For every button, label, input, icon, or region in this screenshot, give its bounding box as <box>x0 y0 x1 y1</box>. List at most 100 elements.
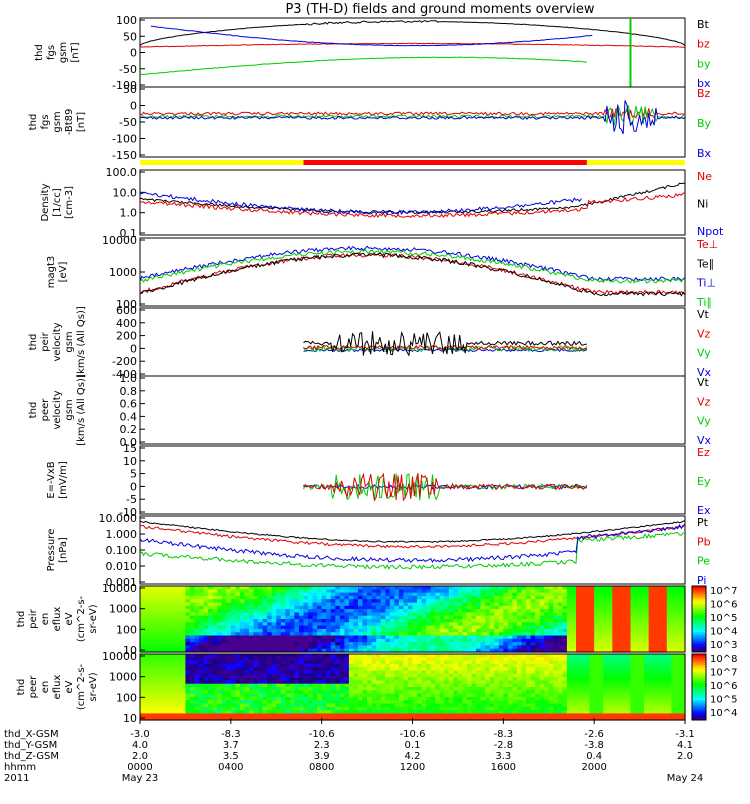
y-tick-label: 10000 <box>102 582 137 595</box>
legend-entry: Bx <box>697 147 712 160</box>
panel-frame <box>140 376 685 444</box>
y-tick-label: 0 <box>130 480 137 493</box>
y-axis-label: thd <box>28 402 39 419</box>
y-axis-label: magt3 <box>46 256 57 289</box>
legend-entry: Te⊥ <box>696 238 718 251</box>
trace-Vt <box>304 331 587 355</box>
y-axis-label: gsm <box>64 331 75 352</box>
colorbar-tick-label: 10^3 <box>710 640 737 651</box>
legend-entry: Vz <box>697 327 711 340</box>
legend-entry: Vt <box>697 376 710 389</box>
y-axis-label: peir <box>40 331 51 351</box>
y-axis-label: (cm^2-s- <box>76 595 87 642</box>
trace-Pi <box>140 524 685 562</box>
y-tick-label: 10.000 <box>99 512 138 525</box>
y-tick-label: 1000 <box>109 266 137 279</box>
legend-entry: bz <box>697 38 710 51</box>
y-axis-label: peer <box>40 398 51 422</box>
trace-Ti-perp <box>140 246 685 281</box>
y-axis-label: [nT] <box>76 112 87 132</box>
y-axis-label: [mV/m] <box>58 461 69 499</box>
y-tick-label: -5 <box>126 493 137 506</box>
y-axis-label: en <box>40 613 51 626</box>
colorbar-tick-label: 10^4 <box>710 627 737 638</box>
y-tick-label: 0.6 <box>120 398 138 411</box>
trace-Ti-par <box>140 250 685 283</box>
y-axis-label: gsm <box>64 399 75 420</box>
y-tick-label: 0.100 <box>106 544 138 557</box>
trace-By <box>140 106 685 126</box>
panel-density: 100.010.01.00.1Density[1/cc][cm-3]NeNiNp… <box>40 166 724 240</box>
trace-Te-par <box>140 253 685 296</box>
legend-entry: Te∥ <box>696 257 714 270</box>
trace-Pe <box>140 533 685 570</box>
y-axis-label: [eV] <box>58 262 69 283</box>
y-axis-label: fgs <box>46 45 57 60</box>
y-axis-label: gsm <box>58 42 69 63</box>
legend-entry: Vy <box>697 347 711 360</box>
legend-entry: Ti⊥ <box>696 277 716 290</box>
y-tick-label: 50 <box>123 30 137 43</box>
colorbar-tick-label: 10^5 <box>710 613 737 624</box>
panel-pressure: 10.0001.0000.1000.0100.001Pressure[nPa]P… <box>46 512 711 589</box>
legend-entry: Npot <box>697 225 724 238</box>
y-tick-label: 0 <box>130 47 137 60</box>
y-tick-label: 15 <box>123 442 137 455</box>
colorbar-tick-label: 10^7 <box>710 586 737 597</box>
legend-entry: Pi <box>697 574 706 587</box>
y-axis-label: Density <box>40 183 51 221</box>
y-tick-label: 10.0 <box>113 186 138 199</box>
y-axis-label: peir <box>28 608 39 628</box>
y-axis-label: [km/s (All Qs)] <box>76 374 87 446</box>
y-axis-label: [1/cc] <box>52 188 63 217</box>
y-tick-label: 0 <box>130 100 137 113</box>
legend-entry: Bt <box>697 18 710 31</box>
y-axis-label: thd <box>34 44 45 61</box>
y-tick-label: 200 <box>116 330 137 343</box>
y-axis-label: -Bt89 <box>64 109 75 136</box>
y-tick-label: 100.0 <box>106 166 138 179</box>
y-tick-label: 0.4 <box>120 410 138 423</box>
y-tick-label: 0.010 <box>106 560 138 573</box>
spectrogram-peir-eflux <box>140 586 686 653</box>
y-tick-label: 100 <box>116 623 137 636</box>
y-axis-label: gsm <box>52 111 63 132</box>
trace-Npot <box>140 193 582 215</box>
y-axis-label: [nPa] <box>58 537 69 563</box>
legend-entry: Pb <box>697 535 711 548</box>
y-axis-label: velocity <box>52 390 63 429</box>
y-axis-label: thd <box>28 334 39 351</box>
legend-entry: By <box>697 117 712 130</box>
y-axis-label: fgs <box>40 114 51 129</box>
y-axis-label: eflux <box>52 607 63 632</box>
y-tick-label: -50 <box>119 63 137 76</box>
legend-entry: Pt <box>697 516 709 529</box>
y-tick-label: 1.000 <box>106 528 138 541</box>
y-tick-label: 1.0 <box>120 372 138 385</box>
plot-title: P3 (TH-D) fields and ground moments over… <box>285 2 594 17</box>
legend-entry: Vy <box>697 415 711 428</box>
y-axis-label: [cm-3] <box>64 186 75 219</box>
y-axis-label: [km/s (All Qs)] <box>76 306 87 378</box>
y-axis-label: Pressure <box>46 529 57 572</box>
y-tick-label: 1.0 <box>120 207 138 220</box>
legend-entry: Ey <box>697 475 711 488</box>
trace-Bt <box>140 21 685 46</box>
trace-by <box>140 57 587 74</box>
y-tick-label: 10 <box>123 455 137 468</box>
panel-frame <box>140 18 685 87</box>
legend-entry: Ne <box>697 170 712 183</box>
y-tick-label: 1000 <box>109 603 137 616</box>
y-tick-label: 600 <box>116 304 137 317</box>
y-axis-label: eV <box>64 612 75 625</box>
legend-entry: Vt <box>697 308 710 321</box>
